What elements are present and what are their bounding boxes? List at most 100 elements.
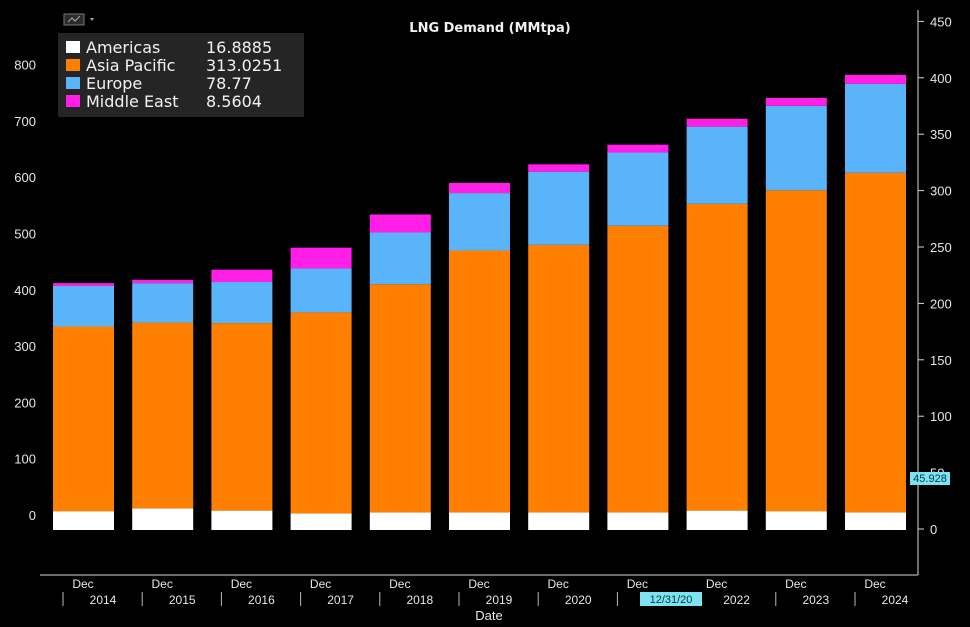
bar-americas-2024 [845, 512, 906, 530]
legend-label-middle-east: Middle East [86, 92, 178, 111]
bar-europe-2021 [607, 152, 669, 226]
legend-entry-americas: Americas 16.8885 [66, 38, 272, 57]
x-month-label: Dec [152, 577, 173, 591]
x-month-label: Dec [310, 577, 331, 591]
left-tick-label: 600 [14, 170, 36, 185]
bar-asia-pacific-2016 [211, 323, 273, 511]
bar-asia-pacific-2017 [290, 312, 352, 514]
cursor-date-tag-text: 12/31/20 [650, 594, 693, 606]
legend-swatch-asia-pacific [66, 59, 80, 71]
left-tick-label: 300 [14, 339, 36, 354]
x-year-label-2016: 2016 [248, 593, 275, 607]
left-tick-label: 800 [14, 58, 36, 73]
x-month-label: Dec [627, 577, 648, 591]
bar-europe-2016 [211, 282, 273, 324]
bar-asia-pacific-2020 [528, 244, 590, 513]
right-tick-label: 350 [930, 127, 952, 142]
right-y-axis: 050100150200250300350400450 [918, 14, 952, 537]
x-axis: Dec 2014 Dec 2015 Dec 2016 Dec 2017 Dec 2018 Dec 20… [62, 577, 909, 607]
x-month-label: Dec [548, 577, 569, 591]
bar-middle-east-2019 [449, 182, 510, 194]
legend-label-asia-pacific: Asia Pacific [86, 56, 175, 75]
bar-americas-2014 [53, 511, 114, 530]
bar-americas-2023 [765, 511, 827, 530]
bar-europe-2022 [686, 126, 748, 204]
bar-americas-2016 [211, 510, 273, 530]
bar-asia-pacific-2023 [765, 190, 827, 512]
bar-asia-pacific-2021 [607, 225, 669, 513]
bar-middle-east-2022 [686, 118, 748, 127]
legend-swatch-middle-east [66, 95, 80, 107]
bar-europe-2024 [845, 83, 906, 173]
bar-americas-2022 [686, 510, 748, 530]
x-year-label-2015: 2015 [169, 593, 196, 607]
bar-americas-2018 [369, 512, 431, 530]
bars-layer [53, 74, 906, 530]
bar-middle-east-2018 [369, 214, 431, 233]
bar-europe-2019 [449, 193, 510, 251]
bar-europe-2017 [290, 268, 352, 313]
x-month-label: Dec [468, 577, 489, 591]
bar-asia-pacific-2022 [686, 203, 748, 511]
legend-label-europe: Europe [86, 74, 142, 93]
bar-middle-east-2017 [290, 247, 352, 269]
cursor-date-tag-box [640, 592, 702, 606]
legend-background [58, 33, 304, 117]
legend-label-americas: Americas [86, 38, 160, 57]
left-tick-label: 700 [14, 114, 36, 129]
legend-value-americas: 16.8885 [206, 38, 272, 57]
x-year-label-2023: 2023 [802, 593, 829, 607]
current-value-tag-text: 45.928 [913, 473, 947, 485]
x-year-label-2024: 2024 [882, 593, 909, 607]
x-year-label-2022: 2022 [723, 593, 750, 607]
right-tick-label: 400 [930, 71, 952, 86]
bar-europe-2020 [528, 171, 590, 245]
bar-europe-2015 [132, 283, 194, 323]
legend-swatch-europe [66, 77, 80, 89]
x-month-label: Dec [785, 577, 806, 591]
right-tick-label: 250 [930, 240, 952, 255]
x-year-label-2017: 2017 [327, 593, 354, 607]
left-tick-label: 400 [14, 283, 36, 298]
right-tick-label: 450 [930, 14, 952, 29]
right-tick-label: 150 [930, 353, 952, 368]
bar-asia-pacific-2014 [53, 326, 114, 512]
right-tick-label: 200 [930, 296, 952, 311]
bar-middle-east-2014 [53, 283, 114, 286]
bar-americas-2015 [132, 508, 194, 530]
bar-europe-2023 [765, 105, 827, 191]
bar-middle-east-2020 [528, 164, 590, 172]
chart-menu-icon[interactable] [63, 13, 94, 26]
x-month-label: Dec [389, 577, 410, 591]
bar-middle-east-2016 [211, 269, 273, 283]
right-tick-label: 100 [930, 409, 952, 424]
bar-asia-pacific-2018 [369, 284, 431, 513]
legend-swatch-americas [66, 41, 80, 53]
x-year-label-2014: 2014 [90, 593, 117, 607]
x-axis-title: Date [475, 608, 502, 623]
bar-americas-2020 [528, 512, 590, 530]
bar-americas-2019 [449, 512, 510, 530]
x-year-label-2018: 2018 [406, 593, 433, 607]
x-month-label: Dec [72, 577, 93, 591]
bar-middle-east-2021 [607, 144, 669, 153]
x-year-label-2019: 2019 [486, 593, 513, 607]
left-tick-label: 0 [29, 508, 36, 523]
left-tick-label: 500 [14, 227, 36, 242]
left-tick-label: 200 [14, 395, 36, 410]
bar-middle-east-2023 [765, 97, 827, 106]
bar-americas-2021 [607, 512, 669, 530]
x-month-label: Dec [231, 577, 252, 591]
bar-europe-2018 [369, 232, 431, 285]
x-year-label-2020: 2020 [565, 593, 592, 607]
right-tick-label: 300 [930, 184, 952, 199]
bar-asia-pacific-2024 [845, 172, 906, 513]
legend-entry-europe: Europe 78.77 [66, 74, 252, 93]
bar-asia-pacific-2019 [449, 250, 510, 513]
bar-middle-east-2015 [132, 279, 194, 284]
legend-value-europe: 78.77 [206, 74, 252, 93]
bar-americas-2017 [290, 513, 352, 530]
current-value-tag: 45.928 [910, 472, 950, 485]
bar-middle-east-2024 [845, 74, 906, 84]
